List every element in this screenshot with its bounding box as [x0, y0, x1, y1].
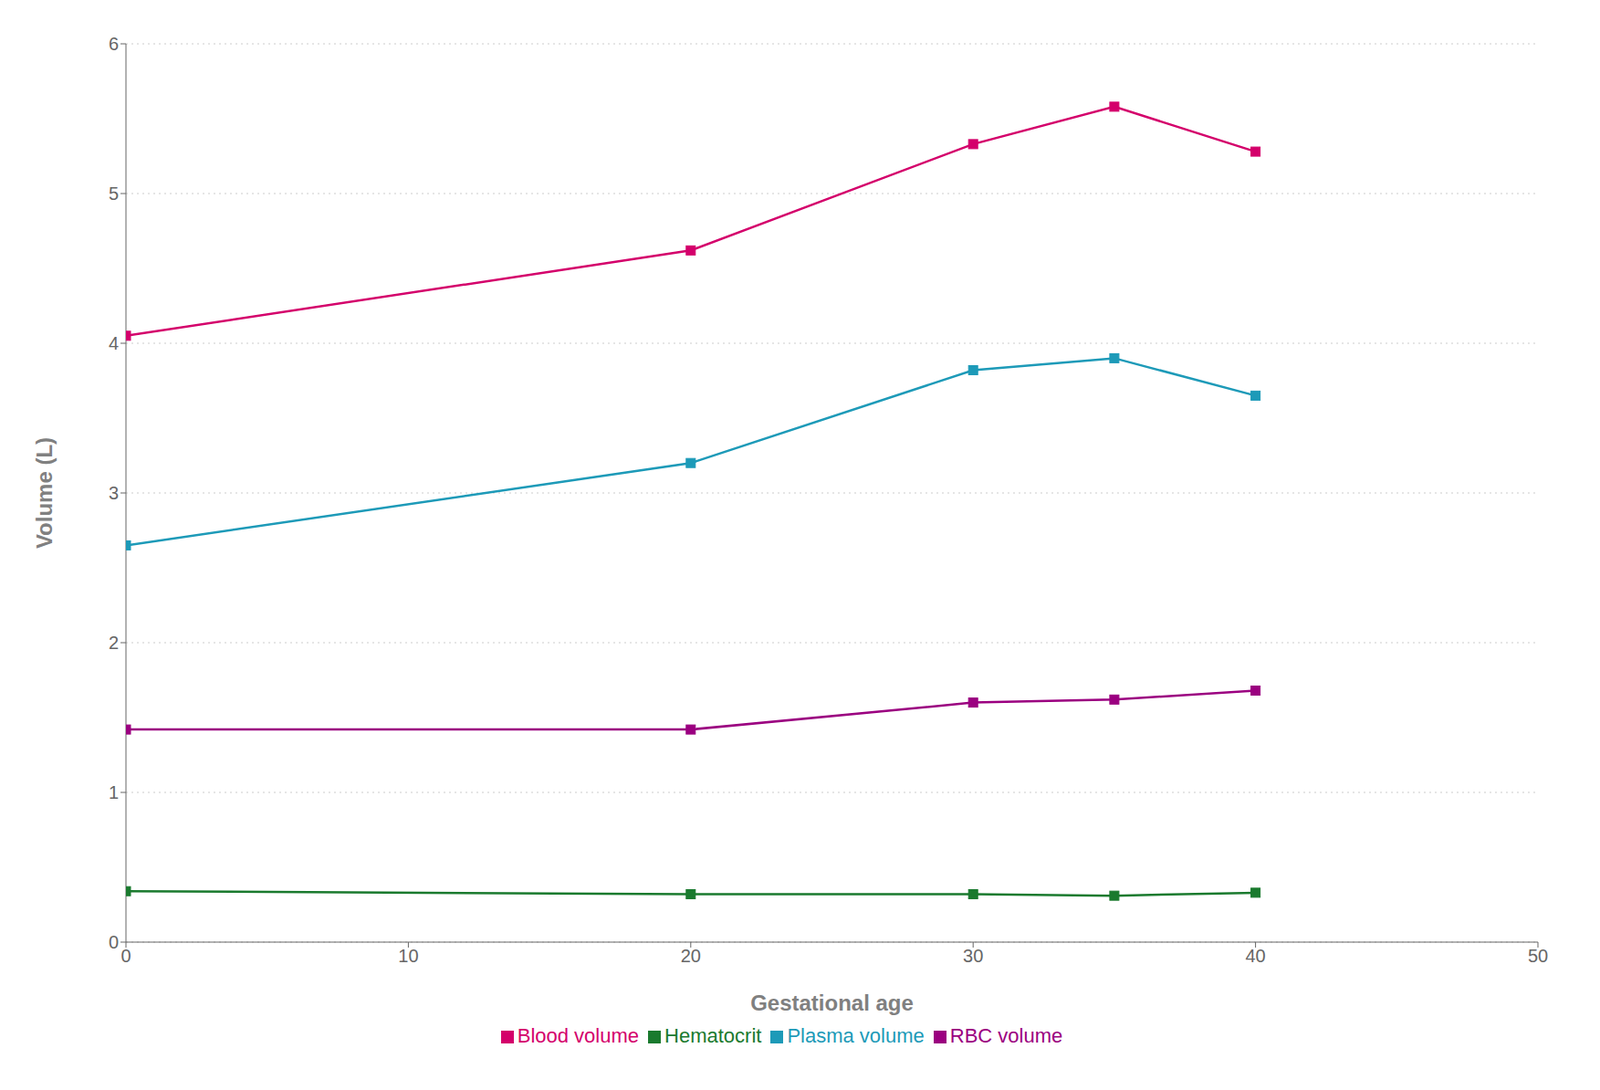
svg-text:0: 0 — [108, 931, 119, 952]
svg-text:4: 4 — [108, 333, 119, 354]
svg-text:Volume (L): Volume (L) — [31, 437, 57, 549]
html-text:Blood volume: Blood volume — [517, 1024, 639, 1047]
svg-text:5: 5 — [108, 183, 119, 204]
html-text:Hematocrit: Hematocrit — [664, 1024, 762, 1047]
svg-text:30: 30 — [962, 945, 984, 966]
svg-text:40: 40 — [1244, 945, 1266, 966]
svg-text:20: 20 — [680, 945, 701, 966]
svg-text:2: 2 — [108, 632, 119, 653]
svg-text:10: 10 — [397, 945, 419, 966]
svg-text:Gestational age: Gestational age — [750, 990, 914, 1015]
svg-text:3: 3 — [108, 482, 119, 503]
svg-text:1: 1 — [108, 782, 119, 803]
html-text:RBC volume: RBC volume — [949, 1024, 1063, 1047]
html-text:Plasma volume: Plasma volume — [787, 1024, 925, 1047]
svg-text:6: 6 — [108, 33, 119, 54]
svg-text:50: 50 — [1527, 945, 1548, 966]
svg-text:0: 0 — [120, 945, 131, 966]
